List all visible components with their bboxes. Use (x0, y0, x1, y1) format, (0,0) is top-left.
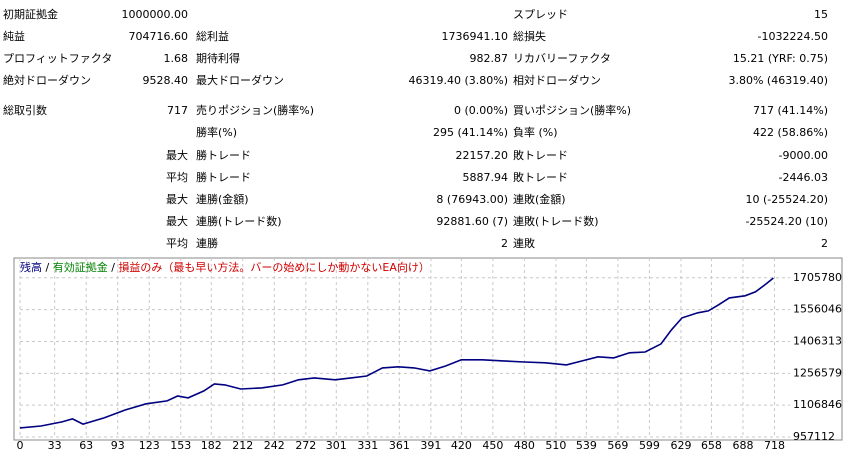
stat-value: 46319.40 (3.80%) (408, 74, 508, 87)
stat-label: 勝トレード (196, 170, 251, 184)
stat-label: 連勝 (196, 236, 218, 250)
x-tick-label: 391 (420, 439, 441, 452)
legend: 残高 / 有効証拠金 / 損益のみ（最も早い方法。バーの始めにしか動かないEA向… (20, 260, 430, 274)
y-tick-label: 1256579 (793, 366, 842, 379)
stat-value: 422 (58.86%) (753, 126, 828, 139)
stat-value: 704716.60 (129, 30, 189, 43)
stat-value: 982.87 (470, 52, 509, 65)
stat-label: 売りポジション(勝率%) (196, 103, 314, 117)
stat-value: -1032224.50 (758, 30, 828, 43)
stat-value: 9528.40 (143, 74, 189, 87)
x-tick-label: 33 (48, 439, 62, 452)
stat-label: 総取引数 (3, 103, 47, 117)
x-tick-label: 63 (79, 439, 93, 452)
x-tick-label: 599 (639, 439, 660, 452)
x-tick-label: 301 (326, 439, 347, 452)
x-tick-label: 361 (389, 439, 410, 452)
row-prefix: 平均 (166, 237, 188, 250)
x-tick-label: 450 (482, 439, 503, 452)
stat-value: 8 (76943.00) (436, 193, 508, 206)
x-tick-label: 123 (139, 439, 160, 452)
stat-value: 92881.60 (7) (436, 215, 508, 228)
legend-entry: 損益のみ（最も早い方法。バーの始めにしか動かないEA向け） (118, 260, 429, 274)
stat-value: 1000000.00 (122, 8, 188, 21)
x-tick-label: 93 (111, 439, 125, 452)
stat-value: 15.21 (YRF: 0.75) (733, 52, 828, 65)
stat-label: 敗トレード (513, 170, 568, 184)
x-tick-label: 688 (732, 439, 753, 452)
row-prefix: 最大 (166, 192, 188, 206)
stat-label: プロフィットファクタ (3, 52, 112, 65)
y-tick-label: 957112 (793, 430, 835, 443)
stat-value: -25524.20 (10) (745, 215, 828, 228)
legend-separator: / (42, 261, 53, 274)
row-prefix: 平均 (166, 171, 188, 184)
stat-label: 総利益 (196, 29, 229, 43)
chart-frame (13, 257, 843, 441)
x-tick-label: 242 (264, 439, 285, 452)
x-tick-label: 0 (17, 439, 24, 452)
x-tick-label: 658 (701, 439, 722, 452)
stat-value: 3.80% (46319.40) (728, 74, 828, 87)
stat-value: -9000.00 (779, 149, 828, 162)
x-tick-label: 272 (295, 439, 316, 452)
stat-label: 連敗(金額) (513, 192, 566, 206)
stat-label: 敗トレード (513, 148, 568, 162)
x-tick-label: 331 (357, 439, 378, 452)
stat-label: 連敗 (513, 236, 535, 250)
stat-label: 買いポジション(勝率%) (513, 103, 631, 117)
x-tick-label: 629 (670, 439, 691, 452)
stat-value: 717 (167, 104, 188, 117)
legend-separator: / (108, 261, 119, 274)
stat-value: 15 (814, 8, 828, 21)
stat-label: 純益 (3, 29, 25, 43)
row-prefix: 最大 (166, 148, 188, 162)
x-tick-label: 510 (545, 439, 566, 452)
row-prefix: 最大 (166, 214, 188, 228)
stat-value: 295 (41.14%) (433, 126, 508, 139)
stat-label: 連敗(トレード数) (513, 214, 599, 228)
stat-value: 22157.20 (456, 149, 509, 162)
stat-label: 相対ドローダウン (513, 73, 601, 87)
x-tick-label: 153 (170, 439, 191, 452)
legend-entry: 有効証拠金 (53, 260, 108, 274)
stat-value: 5887.94 (463, 171, 509, 184)
stat-value: 717 (41.14%) (753, 104, 828, 117)
stat-label: 絶対ドローダウン (3, 73, 91, 87)
stat-value: 10 (-25524.20) (745, 193, 828, 206)
stat-value: 1.68 (164, 52, 189, 65)
y-tick-label: 1556046 (793, 303, 842, 316)
stat-label: スプレッド (513, 8, 568, 21)
stat-label: 連勝(金額) (196, 192, 249, 206)
stat-label: 総損失 (513, 29, 546, 43)
balance-line (19, 277, 774, 429)
stat-value: 1736941.10 (442, 30, 508, 43)
stat-label: 最大ドローダウン (196, 73, 284, 87)
stat-value: 2 (501, 237, 508, 250)
stat-label: リカバリーファクタ (513, 52, 611, 65)
x-tick-label: 539 (576, 439, 597, 452)
y-tick-label: 1106846 (793, 398, 842, 411)
stat-label: 連勝(トレード数) (196, 214, 282, 228)
stat-value: 0 (0.00%) (454, 104, 508, 117)
y-tick-label: 1406313 (793, 334, 842, 347)
x-tick-label: 420 (451, 439, 472, 452)
stat-label: 初期証拠金 (3, 7, 58, 21)
x-tick-label: 480 (514, 439, 535, 452)
x-tick-label: 182 (201, 439, 222, 452)
stat-label: 負率 (%) (513, 125, 558, 139)
stat-label: 勝トレード (196, 148, 251, 162)
stat-value: -2446.03 (779, 171, 828, 184)
y-tick-label: 1705780 (793, 271, 842, 284)
stat-label: 勝率(%) (196, 125, 237, 139)
stat-label: 期待利得 (196, 51, 240, 65)
x-tick-label: 212 (232, 439, 253, 452)
x-tick-label: 718 (764, 439, 785, 452)
stat-value: 2 (821, 237, 828, 250)
x-tick-label: 569 (607, 439, 628, 452)
legend-entry: 残高 (20, 260, 42, 274)
